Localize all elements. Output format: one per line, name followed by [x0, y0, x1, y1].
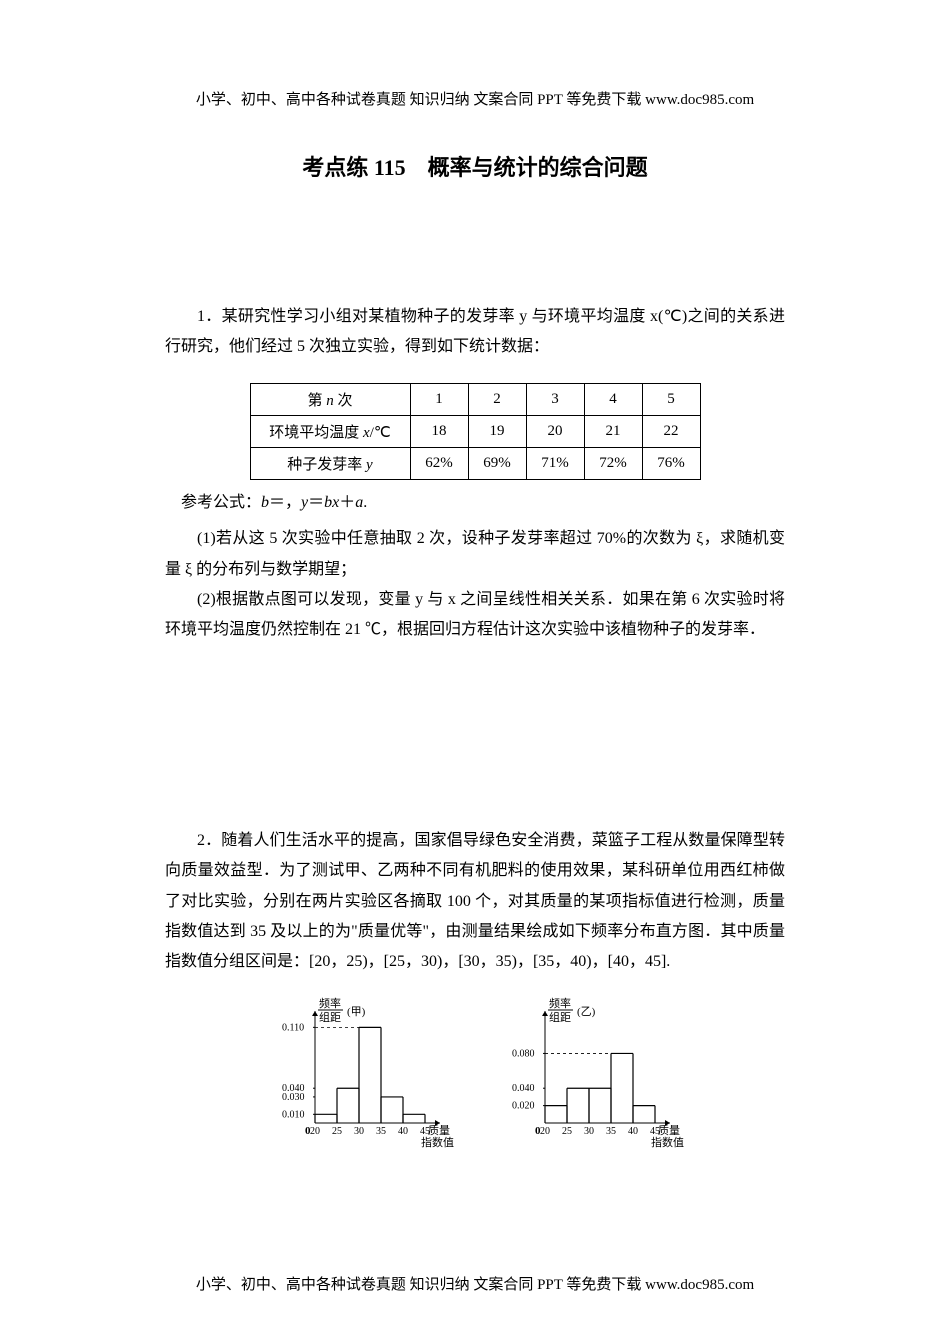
svg-text:40: 40 [628, 1126, 638, 1137]
q1-part1: (1)若从这 5 次实验中任意抽取 2 次，设种子发芽率超过 70%的次数为 ξ… [165, 524, 785, 585]
table-cell: 第 n 次 [250, 383, 410, 415]
page-title: 考点练 115 概率与统计的综合问题 [165, 150, 785, 182]
svg-text:30: 30 [354, 1126, 364, 1137]
histogram-yi: 频率组距(乙)0202530354045质量指数值0.0200.0400.080 [495, 993, 685, 1153]
title-suffix: 概率与统计的综合问题 [406, 155, 648, 180]
table-cell: 71% [526, 447, 584, 479]
svg-text:组距: 组距 [319, 1010, 341, 1024]
table-cell: 22 [642, 415, 700, 447]
table-cell: 4 [584, 383, 642, 415]
svg-text:30: 30 [584, 1126, 594, 1137]
page-header: 小学、初中、高中各种试卷真题 知识归纳 文案合同 PPT 等免费下载 www.d… [0, 88, 950, 109]
table-cell: 2 [468, 383, 526, 415]
svg-text:质量: 质量 [658, 1124, 680, 1137]
svg-text:35: 35 [376, 1126, 386, 1137]
svg-text:频率: 频率 [549, 996, 571, 1010]
q1-data-table: 第 n 次 1 2 3 4 5 环境平均温度 x/℃ 18 19 20 21 2… [250, 383, 701, 480]
table-cell: 21 [584, 415, 642, 447]
table-row: 环境平均温度 x/℃ 18 19 20 21 22 [250, 415, 700, 447]
svg-text:(甲): (甲) [347, 1006, 366, 1018]
table-cell: 62% [410, 447, 468, 479]
table-cell: 1 [410, 383, 468, 415]
q1-formula: 参考公式：b＝，y＝bx＋a. [165, 488, 785, 518]
svg-text:0.080: 0.080 [512, 1048, 535, 1059]
table-cell: 种子发芽率 y [250, 447, 410, 479]
histogram-jia: 频率组距(甲)0202530354045质量指数值0.0100.0300.040… [265, 993, 455, 1153]
table-cell: 5 [642, 383, 700, 415]
svg-text:35: 35 [606, 1126, 616, 1137]
table-cell: 环境平均温度 x/℃ [250, 415, 410, 447]
main-content: 考点练 115 概率与统计的综合问题 1．某研究性学习小组对某植物种子的发芽率 … [0, 0, 950, 1153]
table-cell: 69% [468, 447, 526, 479]
table-cell: 20 [526, 415, 584, 447]
page-footer: 小学、初中、高中各种试卷真题 知识归纳 文案合同 PPT 等免费下载 www.d… [0, 1273, 950, 1294]
table-cell: 19 [468, 415, 526, 447]
svg-text:0.040: 0.040 [512, 1083, 535, 1094]
svg-text:20: 20 [540, 1126, 550, 1137]
svg-text:指数值: 指数值 [421, 1135, 454, 1149]
title-prefix: 考点练 [302, 155, 374, 180]
svg-text:0.010: 0.010 [282, 1109, 305, 1120]
title-number: 115 [374, 155, 406, 180]
svg-text:0.020: 0.020 [512, 1100, 535, 1111]
table-row: 种子发芽率 y 62% 69% 71% 72% 76% [250, 447, 700, 479]
svg-text:0.110: 0.110 [282, 1022, 304, 1033]
svg-text:20: 20 [310, 1126, 320, 1137]
q1-intro: 1．某研究性学习小组对某植物种子的发芽率 y 与环境平均温度 x(℃)之间的关系… [165, 302, 785, 363]
svg-text:25: 25 [562, 1126, 572, 1137]
table-cell: 76% [642, 447, 700, 479]
svg-text:(乙): (乙) [577, 1005, 596, 1018]
svg-text:组距: 组距 [549, 1010, 571, 1024]
svg-text:0.040: 0.040 [282, 1083, 305, 1094]
q1-part2: (2)根据散点图可以发现，变量 y 与 x 之间呈线性相关关系．如果在第 6 次… [165, 585, 785, 646]
table-cell: 18 [410, 415, 468, 447]
svg-text:频率: 频率 [319, 996, 341, 1010]
spacer [165, 646, 785, 826]
svg-text:质量: 质量 [428, 1124, 450, 1137]
table-row: 第 n 次 1 2 3 4 5 [250, 383, 700, 415]
svg-text:指数值: 指数值 [651, 1135, 684, 1149]
q2-intro: 2．随着人们生活水平的提高，国家倡导绿色安全消费，菜篮子工程从数量保障型转向质量… [165, 826, 785, 978]
table-cell: 72% [584, 447, 642, 479]
svg-text:40: 40 [398, 1126, 408, 1137]
charts-container: 频率组距(甲)0202530354045质量指数值0.0100.0300.040… [165, 993, 785, 1153]
table-cell: 3 [526, 383, 584, 415]
svg-text:25: 25 [332, 1126, 342, 1137]
